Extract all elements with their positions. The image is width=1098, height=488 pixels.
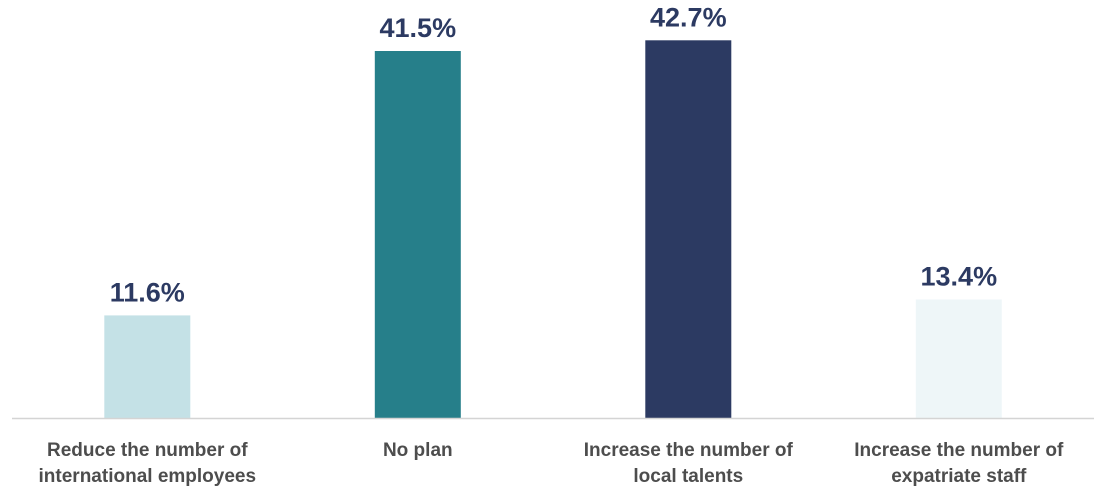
bar-3 bbox=[915, 299, 1002, 418]
value-label-2: 42.7% bbox=[650, 2, 727, 32]
bar-0 bbox=[104, 315, 191, 418]
value-label-1: 41.5% bbox=[380, 13, 457, 43]
category-label-0-line-0: Reduce the number of bbox=[47, 440, 248, 461]
category-label-3-line-0: Increase the number of bbox=[854, 440, 1064, 461]
value-label-0: 11.6% bbox=[110, 277, 185, 307]
category-label-3-line-1: expatriate staff bbox=[891, 466, 1027, 487]
category-labels-group: Reduce the number of international employ… bbox=[39, 440, 1064, 487]
bar-1 bbox=[374, 51, 461, 418]
category-label-2-line-0: Increase the number of bbox=[584, 440, 794, 461]
category-label-0-line-1: international employees bbox=[39, 466, 257, 487]
category-label-2-line-1: local talents bbox=[633, 466, 743, 487]
bar-2 bbox=[645, 40, 732, 419]
category-label-1-line-0: No plan bbox=[383, 440, 453, 461]
bars-group bbox=[104, 40, 1002, 419]
value-labels-group: 11.6% 41.5% 42.7% 13.4% bbox=[110, 2, 997, 307]
value-label-3: 13.4% bbox=[921, 262, 998, 292]
